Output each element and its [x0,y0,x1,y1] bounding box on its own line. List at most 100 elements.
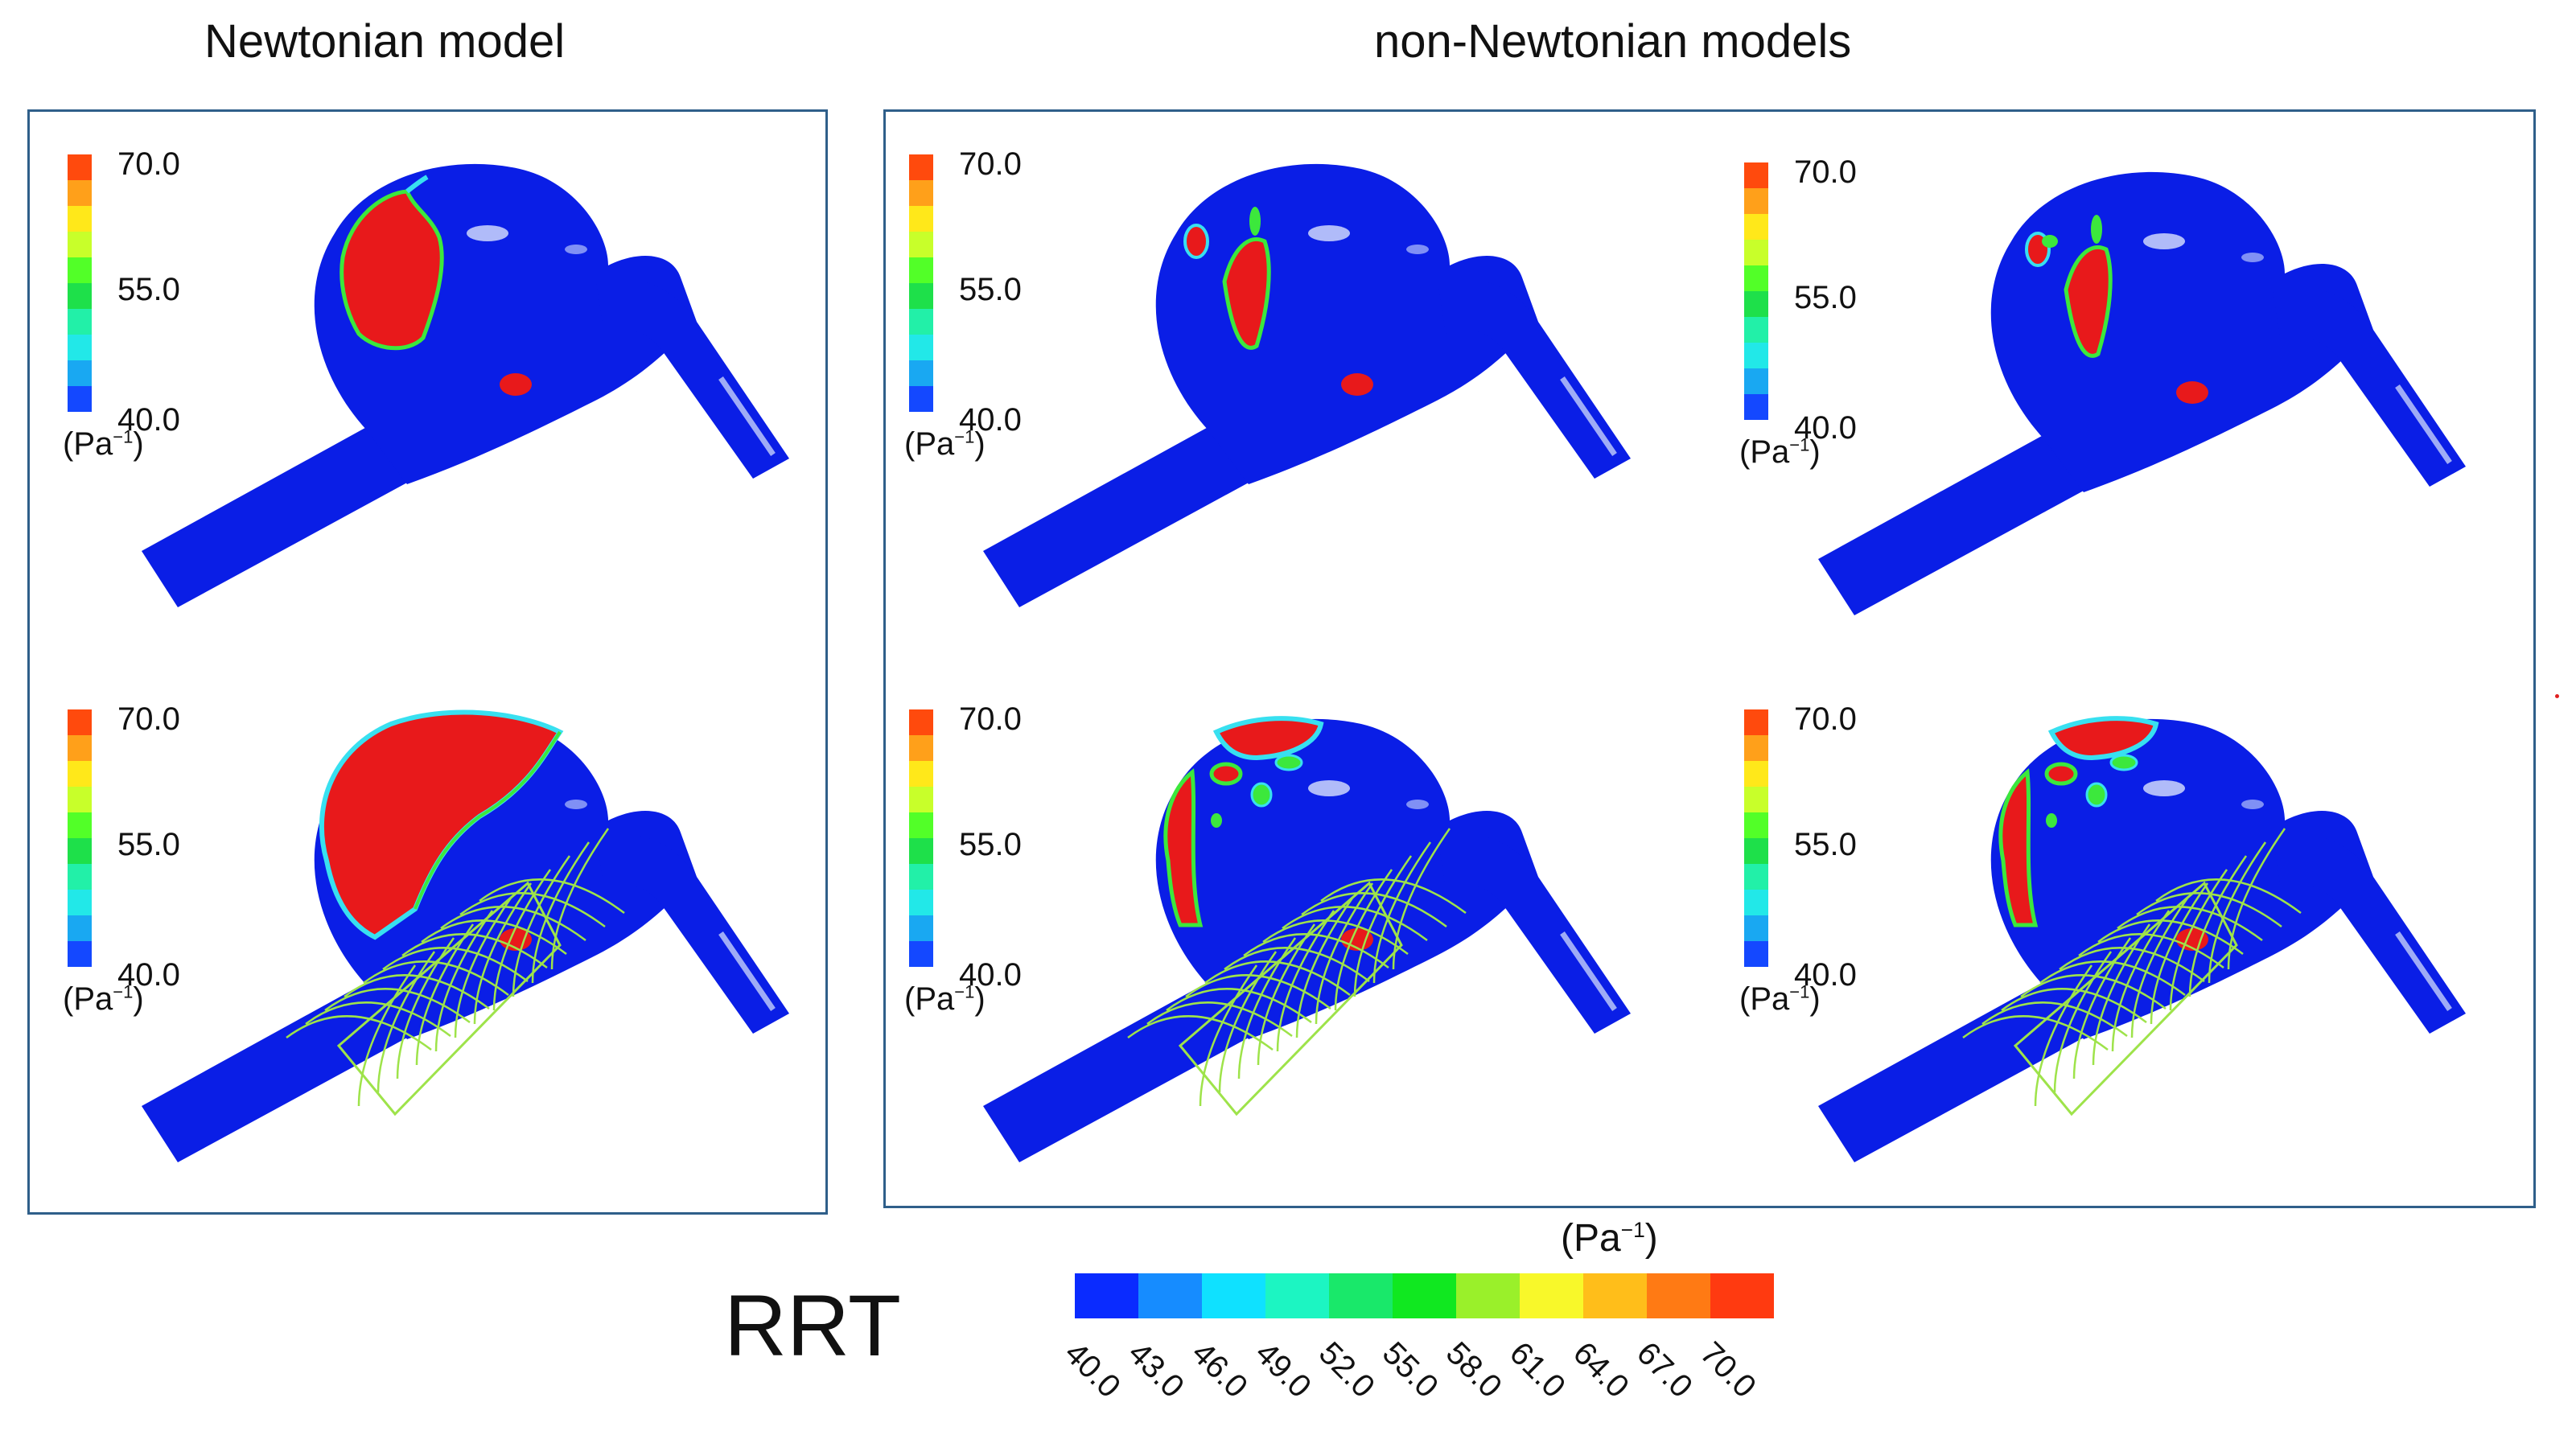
colorbar-swatch [1583,1273,1647,1318]
cell-newtonian-stent: 70.0 55.0 40.0 (Pa−1) [29,668,833,1182]
mini-tick-label: 70.0 [117,146,180,182]
mini-color-swatch [909,915,933,941]
mini-color-swatch [68,386,92,412]
mini-color-swatch [1744,240,1768,265]
mini-color-swatch [1744,265,1768,291]
mini-tick-label: 55.0 [1794,280,1857,315]
mini-color-swatch [1744,317,1768,343]
mini-color-swatch [68,283,92,309]
mini-tick-label: 70.0 [959,701,1022,737]
colorbar-tick-label: 70.0 [1693,1335,1763,1405]
highlight [2143,233,2185,249]
cell-nn-no-stent-b: 70.0 55.0 40.0 (Pa−1) [1706,121,2510,635]
mini-color-swatch [68,360,92,386]
colorbar-swatch [1075,1273,1138,1318]
colorbar-swatch [1710,1273,1774,1318]
mini-unit: (Pa−1) [1739,434,1821,470]
mini-color-swatch [909,890,933,915]
rrt-edge [414,730,562,910]
mini-tick-label: 55.0 [1794,827,1857,862]
colorbar-unit: (Pa−1) [1561,1217,1658,1260]
rrt-hotspot [1998,768,2039,927]
highlight-streak [718,931,776,1011]
mini-tick-label: 55.0 [959,827,1022,862]
mini-color-swatch [1744,188,1768,214]
mini-color-swatch [1744,709,1768,735]
mini-tick-label: 55.0 [117,827,180,862]
mini-tick-label: 40.0 [1794,957,1857,993]
rrt-spot [1211,813,1222,828]
rrt-hotspot [2047,716,2159,761]
rrt-hotspot [1222,237,1271,350]
mini-color-swatch [909,180,933,206]
cell-newtonian-no-stent: 70.0 55.0 40.0 (Pa−1) [29,113,833,627]
mini-color-swatch [68,309,92,335]
newtonian-panel-frame [27,109,828,1215]
stent-outline [1178,881,1403,1116]
colorbar-swatch [1647,1273,1710,1318]
mini-color-swatch [68,180,92,206]
highlight-streak [718,376,776,456]
mini-unit: (Pa−1) [904,981,986,1017]
mini-color-swatch [909,735,933,761]
mini-color-swatch [909,283,933,309]
mini-color-swatch [909,761,933,787]
mini-color-swatch [1744,761,1768,787]
mini-color-swatch [68,335,92,360]
colorbar-swatch [1329,1273,1393,1318]
highlight-streak [1560,931,1617,1011]
mini-tick-label: 40.0 [1794,410,1857,446]
mini-color-swatch [1744,291,1768,317]
colorbar-swatch [1202,1273,1265,1318]
colorbar-tick-label: 49.0 [1248,1335,1319,1405]
mini-tick-label: 40.0 [117,957,180,993]
mini-colorbar [909,709,933,967]
mini-color-swatch [68,787,92,812]
mini-unit: (Pa−1) [1739,981,1821,1017]
rrt-edge [405,175,429,194]
mini-color-swatch [909,206,933,232]
rrt-spot [1249,207,1261,236]
highlight-streak [2395,931,2452,1011]
rrt-spot [1274,754,1303,771]
mini-tick-label: 55.0 [959,272,1022,307]
highlight [2143,780,2185,796]
mini-colorbar [909,154,933,412]
mini-tick-label: 70.0 [959,146,1022,182]
non-newtonian-panel-frame [883,109,2536,1208]
rrt-label: RRT [724,1277,902,1374]
mini-color-swatch [68,735,92,761]
mini-tick-label: 40.0 [959,402,1022,438]
title-non-newtonian: non-Newtonian models [1374,15,1852,68]
stent-outline [2013,881,2238,1116]
mini-color-swatch [909,941,933,967]
mini-color-swatch [1744,915,1768,941]
vessel-distal [596,279,789,479]
mini-unit: (Pa−1) [904,426,986,462]
mini-color-swatch [68,915,92,941]
mini-color-swatch [1744,162,1768,188]
cell-nn-no-stent-a: 70.0 55.0 40.0 (Pa−1) [870,113,1675,627]
colorbar-tick-label: 46.0 [1184,1335,1255,1405]
mini-color-swatch [909,838,933,864]
rrt-spot [1183,224,1209,259]
rrt-hotspot [1212,716,1324,761]
highlight-2 [1406,245,1429,254]
vessel-proximal [1818,980,2084,1162]
colorbar-tick-label: 67.0 [1629,1335,1700,1405]
rrt-hotspot [339,189,444,351]
rrt-spot [2085,782,2108,808]
rrt-spot [2042,235,2058,248]
mini-unit: (Pa−1) [63,426,144,462]
highlight-2 [2241,800,2264,809]
mini-color-swatch [909,864,933,890]
highlight-2 [565,245,587,254]
highlight-streak [1560,376,1617,456]
lower-bulge [1341,373,1373,396]
mini-color-swatch [68,941,92,967]
highlight-2 [565,800,587,809]
rrt-colorbar [1075,1273,1774,1318]
lower-bulge [2176,381,2208,404]
vessel-distal [1438,279,1631,479]
vessel-distal [2273,834,2466,1034]
